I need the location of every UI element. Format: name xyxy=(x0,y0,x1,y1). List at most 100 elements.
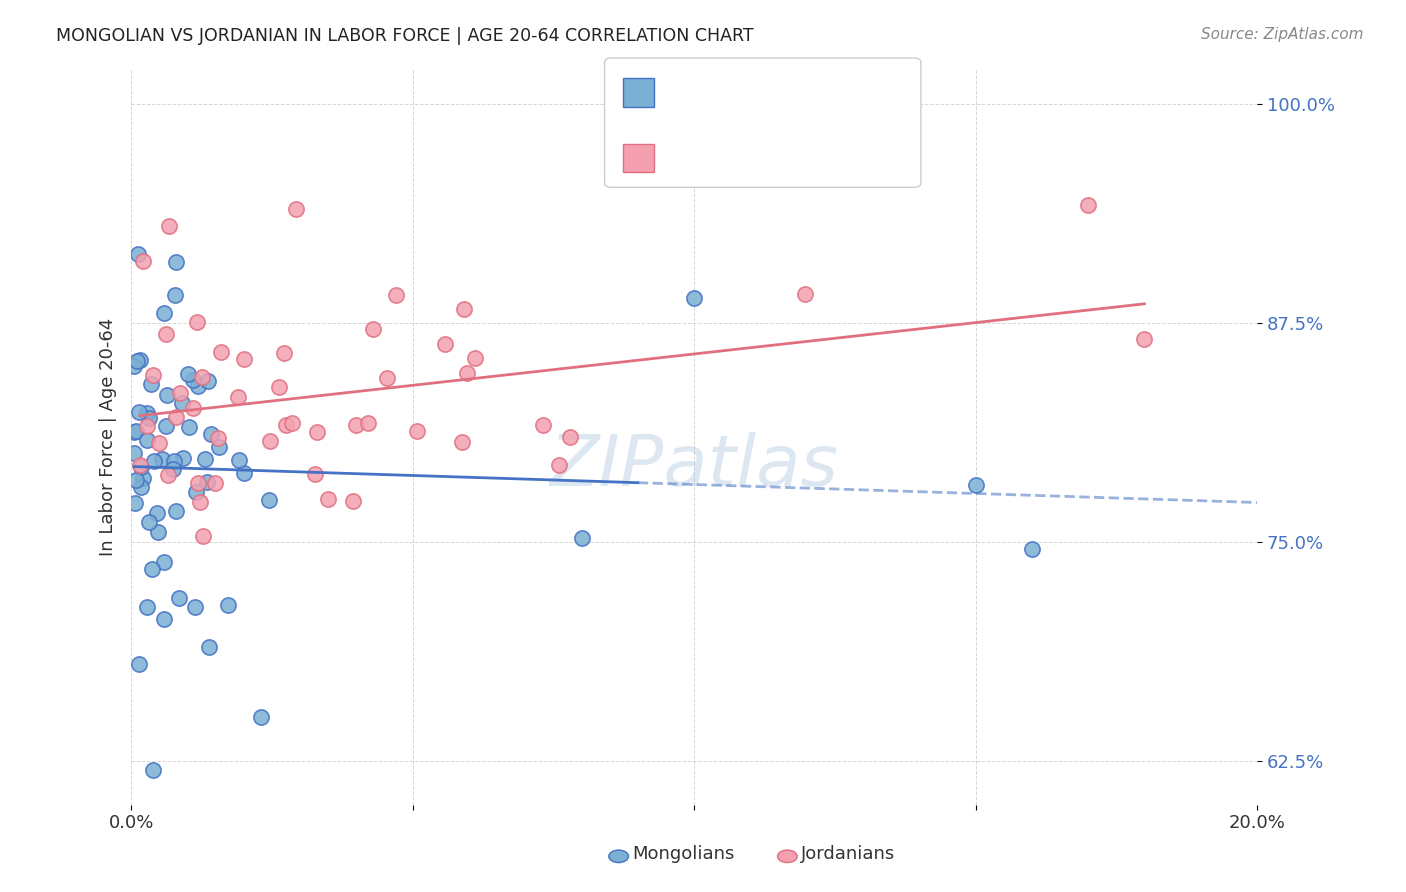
Point xyxy=(124,473,146,487)
Point xyxy=(190,370,212,384)
Point xyxy=(148,436,170,450)
Point xyxy=(138,411,160,425)
Point xyxy=(128,458,150,472)
Point xyxy=(273,346,295,360)
Point xyxy=(284,202,307,216)
Point xyxy=(464,351,486,365)
Point xyxy=(142,763,165,777)
Point xyxy=(377,371,399,385)
Point xyxy=(531,417,554,432)
Point xyxy=(165,409,187,424)
Point xyxy=(163,287,186,301)
Point xyxy=(136,433,159,447)
Point xyxy=(209,345,232,359)
Point xyxy=(142,454,165,468)
Point xyxy=(181,401,204,415)
Point xyxy=(153,612,176,626)
Point xyxy=(342,494,364,508)
Point xyxy=(267,380,290,394)
Point xyxy=(228,452,250,467)
Point xyxy=(793,287,815,301)
Point xyxy=(217,599,239,613)
Point xyxy=(204,475,226,490)
Point xyxy=(186,315,208,329)
Point xyxy=(316,491,339,506)
Point xyxy=(259,434,281,449)
Text: R = -0.087   N = 60: R = -0.087 N = 60 xyxy=(662,78,869,96)
Point xyxy=(191,529,214,543)
Point xyxy=(228,390,250,404)
Point xyxy=(451,435,474,450)
Point xyxy=(132,254,155,268)
Point xyxy=(156,467,179,482)
Point xyxy=(128,405,150,419)
Point xyxy=(122,425,145,440)
Point xyxy=(166,255,188,269)
Point xyxy=(195,475,218,489)
Point xyxy=(276,418,298,433)
Point xyxy=(146,506,169,520)
Text: ZIPatlas: ZIPatlas xyxy=(550,432,838,500)
Point xyxy=(305,425,328,440)
Point xyxy=(194,451,217,466)
Point xyxy=(169,386,191,401)
Point xyxy=(433,337,456,351)
Point xyxy=(385,288,408,302)
Point xyxy=(124,496,146,510)
Point xyxy=(132,470,155,484)
Point xyxy=(157,219,180,234)
Point xyxy=(250,710,273,724)
Point xyxy=(155,326,177,341)
Point xyxy=(405,424,427,438)
Point xyxy=(344,417,367,432)
Point xyxy=(188,495,211,509)
Point xyxy=(146,525,169,540)
Point xyxy=(1133,332,1156,346)
Point xyxy=(571,532,593,546)
Point xyxy=(683,292,706,306)
Text: Jordanians: Jordanians xyxy=(801,845,896,863)
Point xyxy=(361,322,384,336)
Point xyxy=(150,452,173,467)
Point xyxy=(167,591,190,605)
Point xyxy=(232,466,254,480)
Text: Source: ZipAtlas.com: Source: ZipAtlas.com xyxy=(1201,27,1364,42)
Point xyxy=(197,640,219,654)
Point xyxy=(122,359,145,373)
Point xyxy=(124,425,146,439)
Point xyxy=(183,373,205,387)
Point xyxy=(183,599,205,614)
Point xyxy=(170,396,193,410)
Point xyxy=(155,418,177,433)
Y-axis label: In Labor Force | Age 20-64: In Labor Force | Age 20-64 xyxy=(100,318,117,556)
Point xyxy=(187,475,209,490)
Point xyxy=(128,657,150,672)
Point xyxy=(129,460,152,475)
Point xyxy=(177,420,200,434)
Point xyxy=(304,467,326,482)
Point xyxy=(125,354,148,368)
Point xyxy=(184,485,207,500)
Point xyxy=(560,429,582,443)
Point xyxy=(208,440,231,454)
Point xyxy=(142,368,165,383)
Point xyxy=(136,599,159,614)
Point xyxy=(156,387,179,401)
Text: R =  0.324   N = 48: R = 0.324 N = 48 xyxy=(662,134,869,152)
Point xyxy=(187,379,209,393)
Point xyxy=(453,302,475,317)
Point xyxy=(141,561,163,575)
Point xyxy=(172,451,194,466)
Point xyxy=(233,352,256,367)
Point xyxy=(135,406,157,420)
Point xyxy=(357,416,380,430)
Point xyxy=(200,427,222,442)
Point xyxy=(165,504,187,518)
Point xyxy=(197,374,219,388)
Point xyxy=(152,555,174,569)
Point xyxy=(138,515,160,529)
Point xyxy=(163,454,186,468)
Point xyxy=(259,492,281,507)
Point xyxy=(127,247,149,261)
Point xyxy=(162,461,184,475)
